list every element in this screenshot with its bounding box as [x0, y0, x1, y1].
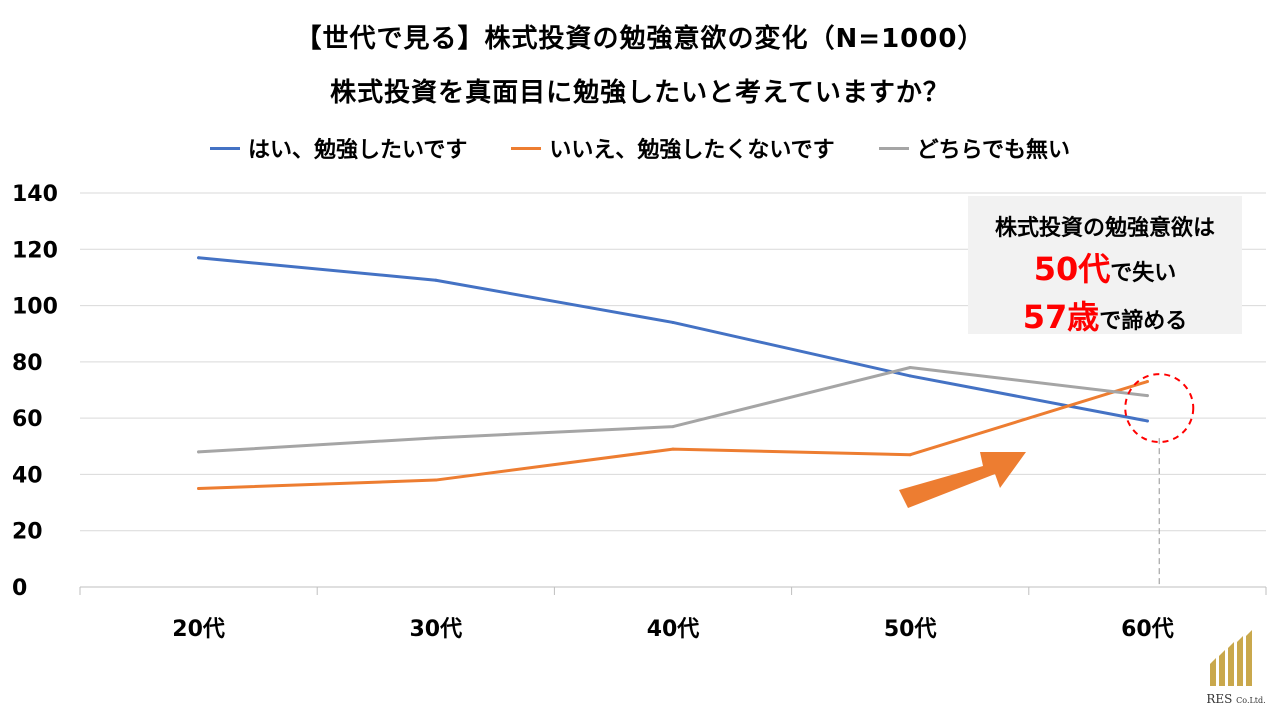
legend-item-no: いいえ、勉強したくないです [511, 132, 835, 164]
data-point-yes-50代 [908, 374, 912, 378]
series-lines [197, 256, 1149, 490]
series-yes [197, 256, 1149, 423]
callout-line-2: 50代で失い [968, 244, 1242, 290]
callout-line-1: 株式投資の勉強意欲は [994, 216, 1215, 241]
legend-label-no: いいえ、勉強したくないです [549, 138, 835, 163]
chart-title: 【世代で見る】株式投資の勉強意欲の変化（N=1000） [295, 24, 985, 54]
callout-line-2-rest: で失い [1110, 261, 1177, 286]
gridlines [80, 192, 1266, 588]
x-axis [79, 587, 1267, 595]
data-point-neither-60代 [1145, 394, 1149, 398]
data-point-yes-40代 [671, 320, 675, 324]
logo-suffix: Co.Ltd. [1236, 696, 1266, 705]
y-tick-label-100: 100 [12, 295, 58, 320]
res-logo: RES Co.Ltd. [1196, 630, 1266, 714]
data-point-neither-40代 [671, 425, 675, 429]
data-point-yes-20代 [197, 256, 201, 260]
legend: はい、勉強したいです いいえ、勉強したくないです どちらでも無い [0, 132, 1280, 164]
y-tick-label-40: 40 [12, 463, 43, 488]
chart-subtitle: 株式投資を真面目に勉強したいと考えていますか？ [330, 78, 950, 108]
x-axis-tick-labels: 20代 30代 40代 50代 60代 [172, 617, 1173, 642]
x-tick-label-60代: 60代 [1121, 617, 1174, 642]
y-tick-label-140: 140 [12, 182, 58, 207]
x-tick-label-40代: 40代 [647, 617, 700, 642]
legend-swatch-no [511, 146, 542, 150]
y-tick-label-80: 80 [12, 351, 43, 376]
callout-line-3-rest: で諦める [1099, 309, 1188, 334]
legend-swatch-neither [878, 146, 909, 150]
logo-text: RES Co.Ltd. [1196, 692, 1276, 706]
callout-highlight-57: 57歳 [1022, 298, 1100, 336]
data-point-neither-30代 [434, 436, 438, 440]
callout-line-3: 57歳で諦める [968, 292, 1242, 338]
callout-highlight-50s: 50代 [1033, 250, 1111, 288]
x-tick-label-30代: 30代 [409, 617, 462, 642]
logo-name: RES [1206, 692, 1233, 706]
data-point-neither-50代 [908, 365, 912, 369]
y-tick-label-60: 60 [12, 407, 43, 432]
data-point-no-30代 [434, 478, 438, 482]
crossover-highlight-circle [1124, 373, 1195, 444]
series-no [197, 380, 1149, 490]
legend-label-neither: どちらでも無い [916, 138, 1071, 163]
data-point-no-50代 [908, 453, 912, 457]
data-point-no-40代 [671, 447, 675, 451]
y-tick-label-0: 0 [12, 576, 27, 601]
y-tick-label-120: 120 [12, 238, 58, 263]
series-line-neither [197, 365, 1149, 454]
data-point-neither-20代 [197, 450, 201, 454]
legend-swatch-yes [209, 146, 240, 150]
x-tick-label-20代: 20代 [172, 617, 225, 642]
y-axis-tick-labels: 0 20 40 60 80 100 120 140 [12, 182, 58, 601]
data-point-yes-30代 [434, 278, 438, 282]
logo-bars-icon [1210, 630, 1252, 686]
legend-label-yes: はい、勉強したいです [247, 138, 468, 163]
callout-box: 株式投資の勉強意欲は 50代で失い 57歳で諦める [968, 196, 1242, 336]
trend-arrow-icon [899, 452, 1026, 508]
series-neither [197, 365, 1149, 454]
data-point-no-20代 [197, 487, 201, 490]
data-point-yes-60代 [1145, 419, 1149, 423]
y-tick-label-20: 20 [12, 520, 43, 545]
legend-item-yes: はい、勉強したいです [209, 132, 468, 164]
data-point-no-60代 [1145, 380, 1149, 384]
legend-item-neither: どちらでも無い [878, 132, 1071, 164]
x-tick-label-50代: 50代 [884, 617, 937, 642]
crossover-annotation [899, 373, 1195, 587]
